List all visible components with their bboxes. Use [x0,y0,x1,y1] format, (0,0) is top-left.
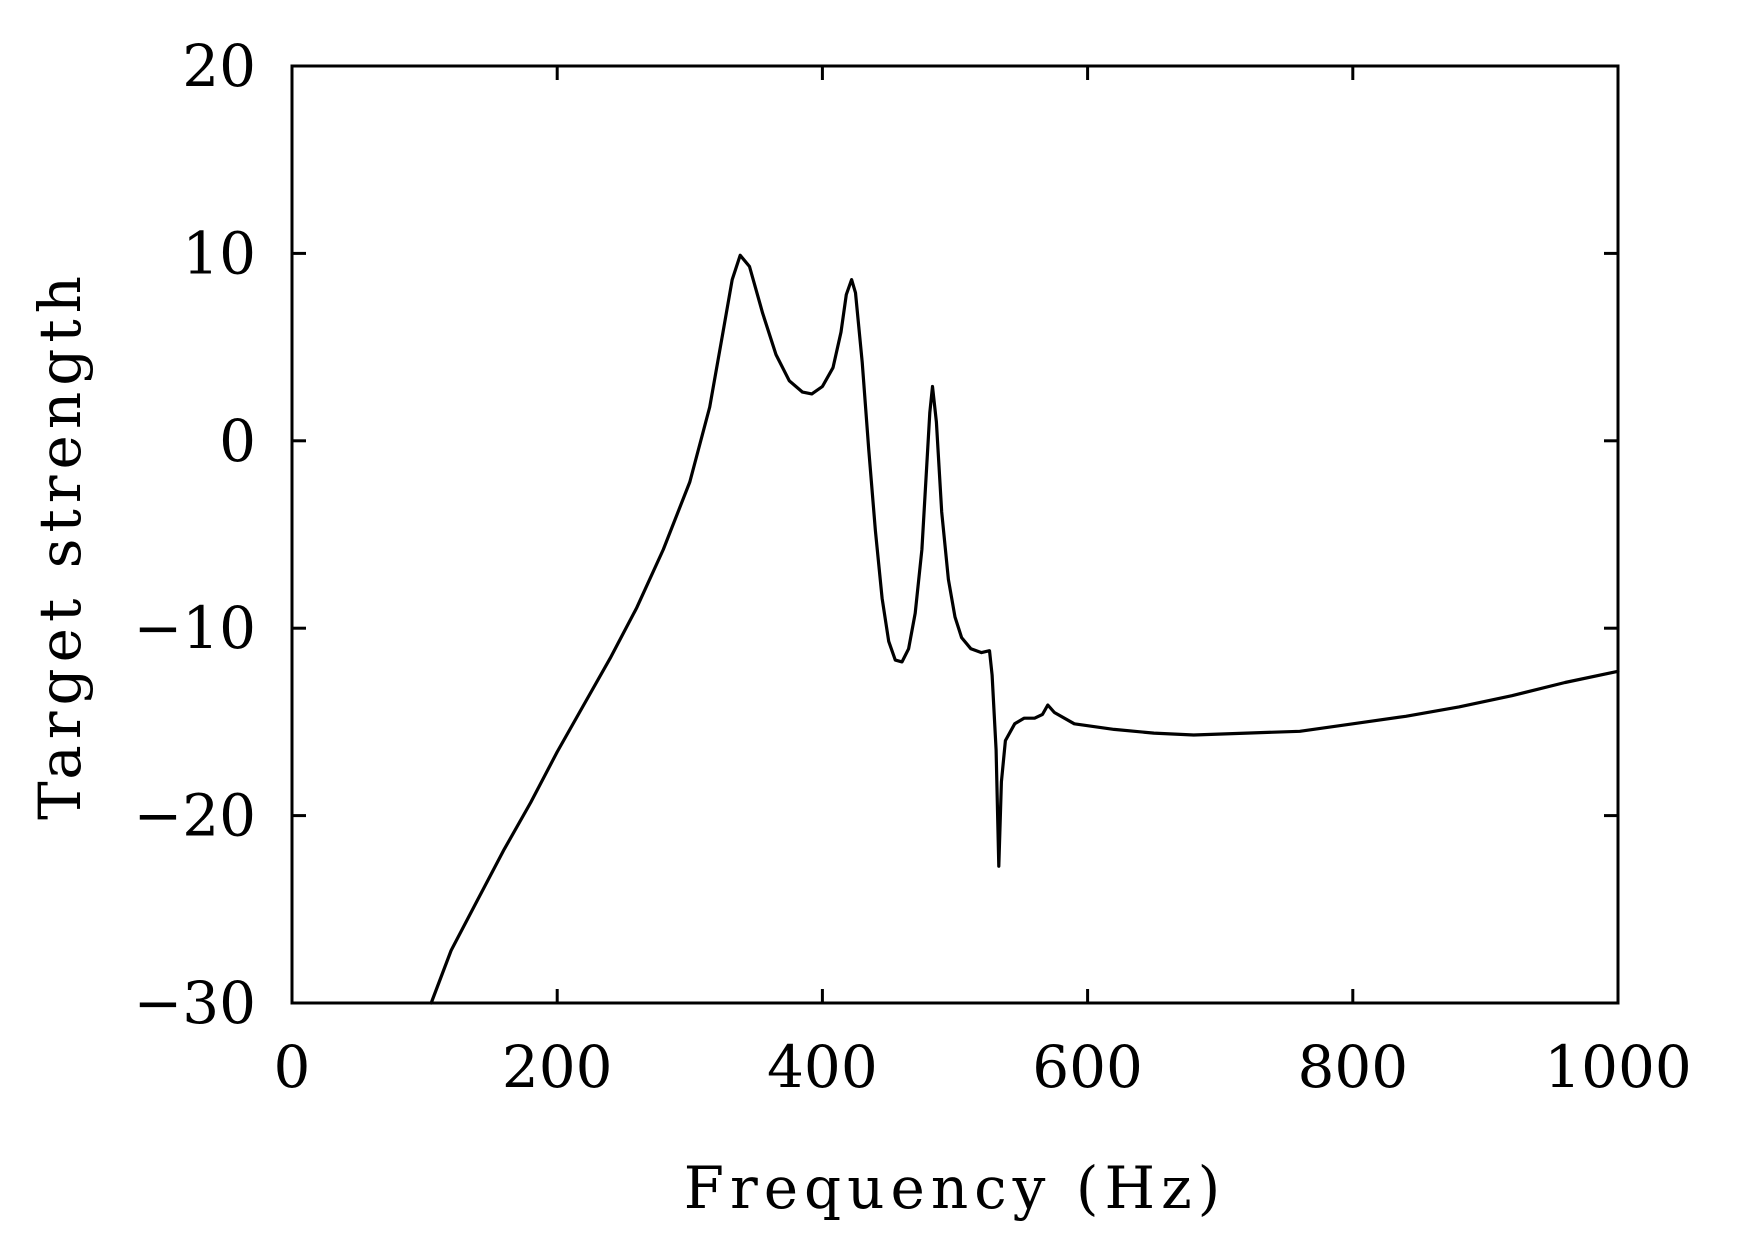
plot-frame [290,64,1620,1005]
y-tick-label: −30 [134,969,256,1037]
y-tick-label: −20 [134,782,256,850]
y-tick-label: 20 [182,32,256,100]
x-tick-label: 200 [502,1033,613,1101]
x-tick-label: 600 [1032,1033,1143,1101]
x-tick-label: 1000 [1544,1033,1692,1101]
series-line [429,253,1620,1005]
x-tick-label: 800 [1297,1033,1408,1101]
y-tick-label: 10 [182,219,256,287]
y-axis-title: Target strength [26,270,94,820]
x-axis-title: Frequency (Hz) [684,1154,1227,1222]
y-tick-label: 0 [219,407,256,475]
x-tick-label: 400 [767,1033,878,1101]
x-tick-label: 0 [274,1033,311,1101]
y-tick-label: −10 [134,594,256,662]
plot-area: 0 200 400 600 800 1000 20 10 0 −10 −20 −30 [134,32,1692,1101]
